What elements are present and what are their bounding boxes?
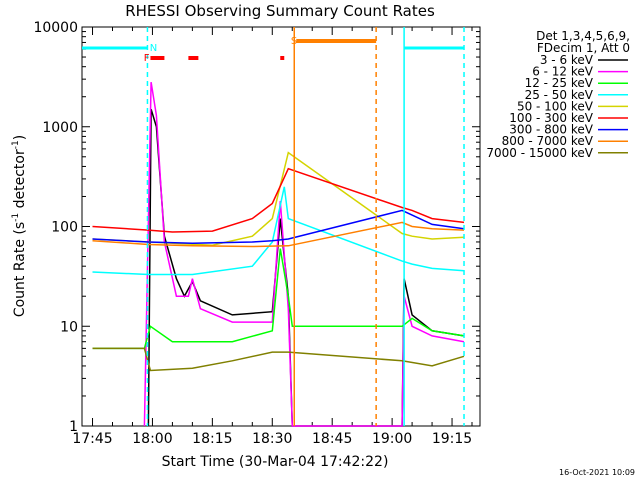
x-tick-label: 18:45 [312,431,352,447]
series-line-300-800keV [92,209,465,244]
y-tick-label: 100 [51,220,78,236]
chart-title: RHESSI Observing Summary Count Rates [125,2,435,20]
y-tick-label: 1000 [42,120,78,136]
y-tick-label: 10000 [33,20,78,36]
series-line-12-25keV [92,248,465,350]
legend-label: 12 - 25 keV [525,76,594,90]
x-tick-labels: 17:45 18:00 18:15 18:30 18:45 19:00 19:15 [72,431,472,447]
legend-label: 300 - 800 keV [509,123,593,137]
x-axis-label: Start Time (30-Mar-04 17:42:22) [162,454,389,470]
timestamp: 16-Oct-2021 10:09 [559,468,635,477]
legend-header-1: Det 1,3,4,5,6,9, [536,29,630,43]
series-line-25-50keV [92,186,465,276]
legend-label: 7000 - 15000 keV [486,146,593,160]
series-line-800-7000keV [92,221,465,248]
axis-ticks [82,26,480,427]
legend-label: 100 - 300 keV [509,111,593,125]
series-line-100-300keV [92,167,465,233]
legend-label: 3 - 6 keV [540,53,594,67]
legend: Det 1,3,4,5,6,9, FDecim 1, Att 0 3 - 6 k… [486,29,630,160]
legend-label: 50 - 100 keV [517,99,594,113]
series-line-3-6keV [147,108,465,427]
legend-header-2: FDecim 1, Att 0 [537,41,630,55]
y-axis-label: Count Rate (s-1 detector-1) [11,135,28,317]
x-tick-label: 17:45 [72,431,112,447]
legend-label: 6 - 12 keV [532,65,594,79]
x-tick-label: 19:00 [372,431,412,447]
series-line-7000-15000keV [92,347,465,372]
flare-flag-label: F [144,53,150,64]
legend-label: 800 - 7000 keV [502,134,594,148]
y-tick-label: 1 [69,419,78,435]
x-tick-label: 19:15 [432,431,472,447]
time-markers: NF S [82,27,465,426]
night-flag-label: N [150,43,157,54]
x-tick-label: 18:30 [252,431,292,447]
x-tick-label: 18:00 [132,431,172,447]
x-tick-label: 18:15 [192,431,232,447]
series-line-6-12keV [143,81,465,427]
saa-flag-label: S [291,36,297,47]
y-tick-labels: 1 10 100 1000 10000 [33,20,78,435]
y-tick-label: 10 [60,319,78,335]
legend-label: 25 - 50 keV [525,88,594,102]
series-layer [92,81,465,427]
